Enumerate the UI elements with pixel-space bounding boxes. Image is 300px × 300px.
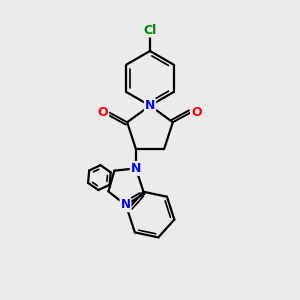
- Text: N: N: [131, 162, 141, 175]
- Text: N: N: [145, 99, 155, 112]
- Text: Cl: Cl: [143, 23, 157, 37]
- Text: O: O: [98, 106, 108, 119]
- Text: O: O: [191, 106, 202, 119]
- Text: N: N: [121, 198, 130, 211]
